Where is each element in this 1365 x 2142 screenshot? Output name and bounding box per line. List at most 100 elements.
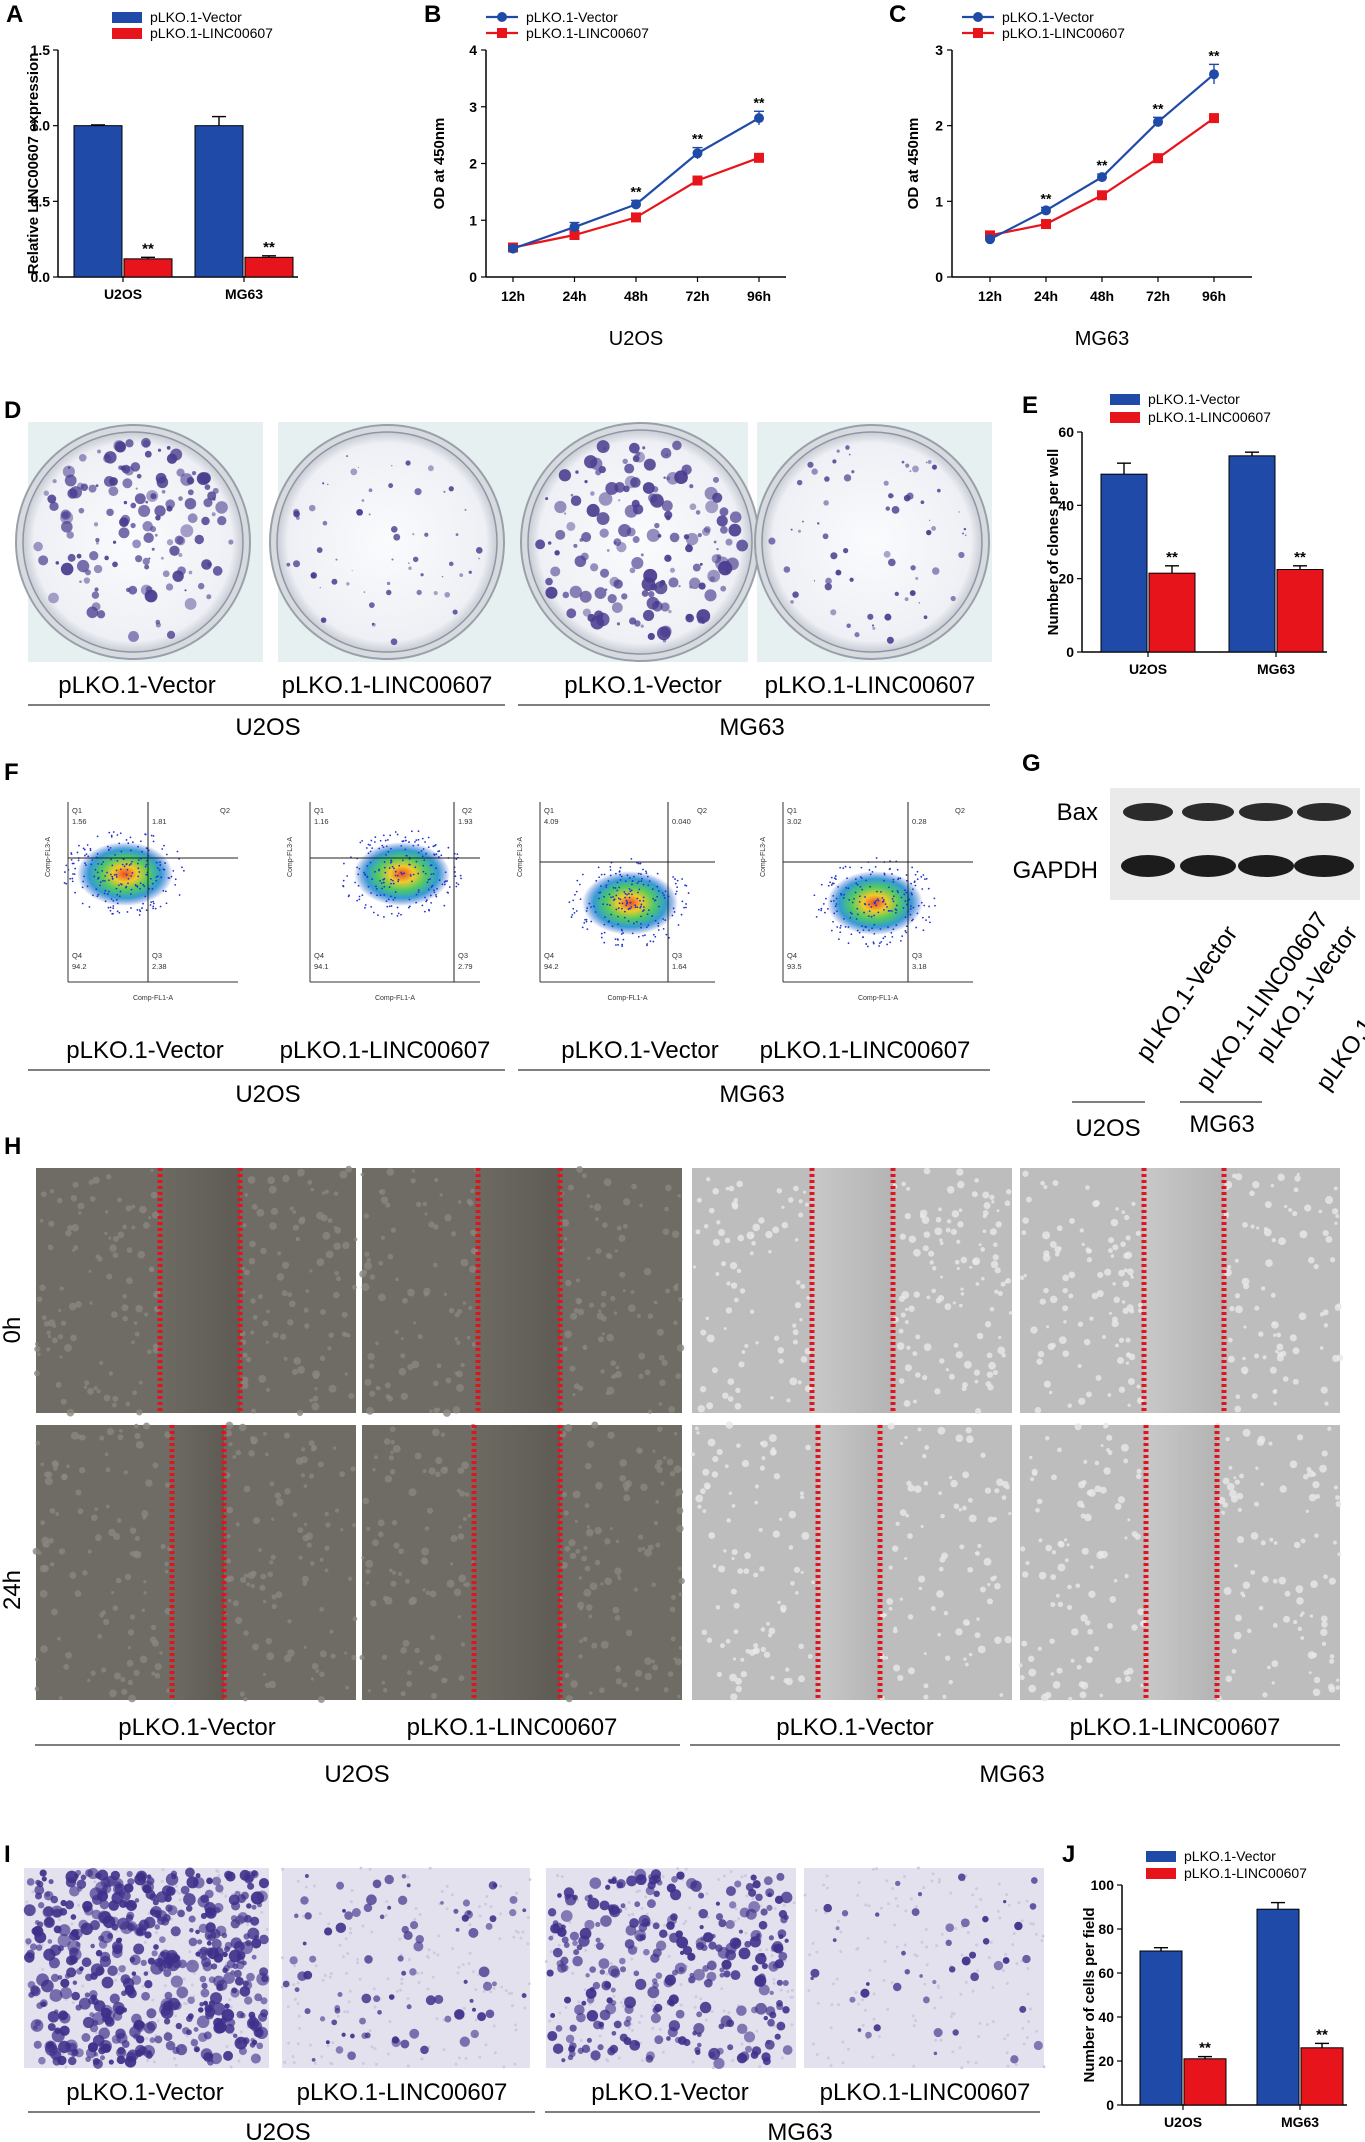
colony	[142, 557, 150, 566]
cell	[631, 1183, 637, 1190]
pore	[977, 2034, 981, 2038]
cell	[1124, 1536, 1128, 1540]
y-tick-label: 100	[1091, 1877, 1115, 1893]
cell	[731, 1557, 735, 1561]
cell	[469, 1265, 477, 1273]
cell	[1268, 1441, 1273, 1446]
pore	[338, 1943, 342, 1947]
cell	[1130, 1275, 1134, 1279]
colony	[636, 451, 641, 456]
q4-name: Q4	[72, 951, 82, 960]
flow-event	[631, 883, 633, 886]
colony	[118, 465, 123, 470]
pore	[740, 2042, 744, 2046]
stained-cell	[33, 2040, 42, 2049]
stained-cell	[193, 1876, 205, 1889]
flow-event	[138, 914, 141, 916]
colony	[846, 623, 851, 629]
stained-cell	[835, 1926, 840, 1931]
stained-cell	[425, 1995, 436, 2006]
colony	[390, 526, 398, 533]
cell	[1019, 1675, 1025, 1681]
pore	[951, 2050, 955, 2054]
stained-cell	[207, 1934, 213, 1940]
flow-event	[820, 883, 823, 886]
flow-event	[417, 889, 420, 892]
sig-mark: **	[1199, 2040, 1211, 2057]
stained-cell	[309, 1955, 317, 1963]
cell	[664, 1206, 669, 1212]
pore	[734, 1907, 738, 1911]
stained-cell	[478, 1966, 490, 1978]
cell	[291, 1368, 298, 1375]
stained-cell	[584, 1919, 595, 1930]
cell	[772, 1226, 780, 1234]
stained-cell	[655, 1972, 663, 1979]
stained-cell	[222, 1951, 228, 1958]
cell	[226, 1534, 231, 1538]
cell	[34, 1686, 40, 1692]
pore	[348, 1927, 352, 1931]
cell	[467, 1200, 474, 1207]
pore	[639, 2041, 643, 2045]
cell	[663, 1456, 667, 1460]
colony	[142, 521, 153, 532]
stained-cell	[230, 1988, 240, 1998]
flow-event	[443, 883, 446, 886]
stained-cell	[564, 1996, 572, 2004]
stained-cell	[130, 1903, 137, 1910]
stained-cell	[561, 1936, 569, 1944]
colony	[830, 552, 838, 560]
pore	[246, 1923, 250, 1927]
cell	[422, 1201, 428, 1207]
cell	[259, 1584, 266, 1591]
cell	[1319, 1346, 1324, 1350]
cell	[717, 1228, 726, 1237]
pore	[782, 1903, 786, 1907]
stained-cell	[140, 1959, 147, 1967]
legend-label: pLKO.1-LINC00607	[1148, 409, 1271, 425]
stained-cell	[643, 1948, 650, 1956]
colony	[817, 522, 820, 525]
cell	[599, 1687, 605, 1694]
cell	[697, 1404, 706, 1413]
flow-event	[891, 910, 893, 912]
cell	[577, 1298, 582, 1304]
stained-cell	[718, 1919, 727, 1928]
colony	[441, 575, 444, 578]
cell	[934, 1227, 943, 1236]
h-label-24h: 24h	[0, 1570, 26, 1610]
cell	[1260, 1482, 1264, 1486]
cell	[954, 1259, 960, 1265]
flow-event	[920, 875, 923, 878]
cell	[948, 1373, 955, 1380]
stained-cell	[758, 1920, 768, 1930]
cell	[1005, 1189, 1012, 1195]
flow-event	[110, 836, 113, 838]
cell	[1234, 1563, 1238, 1568]
colony	[624, 504, 638, 518]
stained-cell	[363, 1903, 373, 1913]
flow-event	[392, 898, 395, 901]
cell	[674, 1658, 682, 1666]
flow-event	[677, 924, 680, 926]
stained-cell	[114, 1883, 127, 1896]
colony-dish	[15, 422, 263, 662]
cell	[268, 1680, 277, 1689]
cell	[660, 1481, 665, 1486]
flow-event	[106, 892, 109, 895]
stained-cell	[560, 1964, 569, 1972]
flow-event	[597, 866, 600, 869]
cell	[695, 1229, 701, 1235]
colony	[184, 589, 187, 592]
cell	[310, 1446, 317, 1452]
pore	[976, 1969, 980, 1973]
flow-event	[905, 891, 908, 894]
flow-event	[672, 907, 675, 910]
flow-event	[840, 893, 843, 896]
flow-event	[905, 874, 908, 876]
pore	[679, 2003, 683, 2007]
colony	[388, 483, 394, 489]
stained-cell	[347, 2051, 356, 2061]
cell	[633, 1587, 639, 1592]
